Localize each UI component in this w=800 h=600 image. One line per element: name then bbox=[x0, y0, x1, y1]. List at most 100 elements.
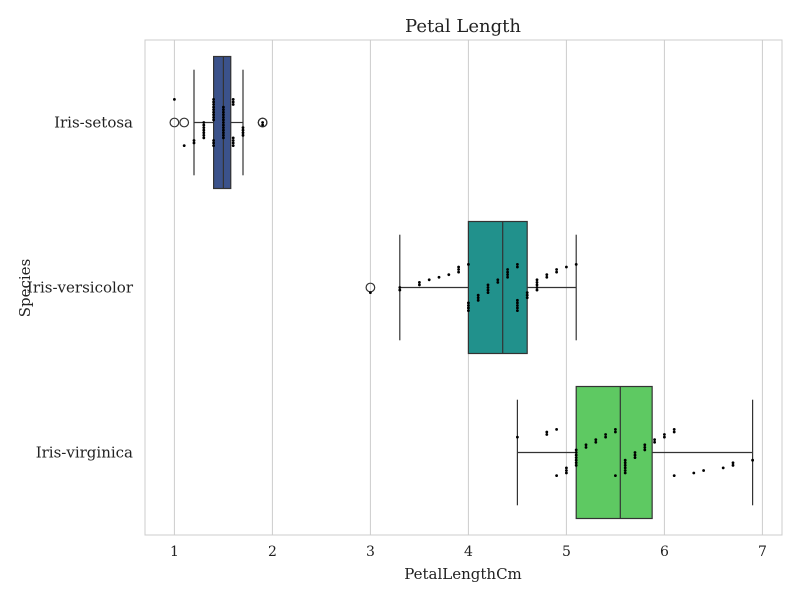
point-iris-versicolor-4 bbox=[418, 280, 421, 284]
y-category-label-iris-versicolor: Iris-versicolor bbox=[27, 279, 134, 297]
point-iris-virginica-31 bbox=[633, 453, 637, 457]
outlier-iris-setosa-1 bbox=[179, 117, 190, 128]
point-iris-setosa-20 bbox=[212, 144, 216, 148]
point-iris-versicolor-33 bbox=[516, 304, 519, 307]
point-iris-virginica-5 bbox=[565, 471, 568, 475]
point-iris-versicolor-18 bbox=[476, 293, 480, 297]
point-iris-virginica-26 bbox=[623, 466, 627, 470]
point-iris-versicolor-2 bbox=[398, 286, 402, 289]
point-iris-setosa-0 bbox=[173, 98, 176, 101]
point-iris-virginica-29 bbox=[623, 458, 627, 462]
point-iris-virginica-37 bbox=[653, 438, 656, 442]
point-iris-versicolor-21 bbox=[486, 286, 490, 289]
point-iris-setosa-9 bbox=[202, 123, 206, 127]
point-iris-versicolor-46 bbox=[555, 270, 558, 274]
point-iris-versicolor-11 bbox=[467, 263, 470, 266]
point-iris-virginica-17 bbox=[594, 440, 598, 444]
point-iris-virginica-18 bbox=[594, 438, 598, 442]
point-iris-virginica-1 bbox=[545, 433, 549, 436]
x-tick-label-7: 7 bbox=[758, 544, 767, 560]
point-iris-setosa-8 bbox=[202, 126, 206, 130]
point-iris-versicolor-30 bbox=[516, 263, 519, 266]
point-iris-setosa-11 bbox=[212, 118, 216, 122]
point-iris-versicolor-12 bbox=[467, 309, 470, 312]
x-tick-label-6: 6 bbox=[660, 544, 669, 560]
point-iris-setosa-17 bbox=[212, 103, 216, 106]
point-iris-setosa-39 bbox=[231, 144, 235, 148]
x-axis-title: PetalLengthCm bbox=[404, 565, 522, 583]
point-iris-setosa-32 bbox=[222, 113, 225, 117]
point-iris-setosa-3 bbox=[192, 139, 196, 142]
x-tick-labels: 1 2 3 4 5 6 7 bbox=[170, 544, 767, 560]
point-iris-setosa-43 bbox=[241, 133, 245, 137]
point-iris-virginica-40 bbox=[672, 430, 676, 434]
point-iris-versicolor-3 bbox=[418, 283, 421, 287]
point-iris-versicolor-25 bbox=[506, 275, 509, 279]
point-iris-virginica-27 bbox=[623, 463, 627, 467]
point-iris-setosa-33 bbox=[222, 110, 225, 114]
point-iris-versicolor-39 bbox=[535, 288, 539, 292]
point-iris-virginica-47 bbox=[731, 461, 735, 465]
box-group-iris-versicolor bbox=[365, 220, 577, 355]
point-iris-versicolor-35 bbox=[516, 298, 519, 302]
point-iris-versicolor-32 bbox=[516, 306, 519, 310]
point-iris-virginica-16 bbox=[584, 443, 588, 447]
point-iris-virginica-36 bbox=[653, 440, 656, 444]
point-iris-setosa-34 bbox=[222, 108, 225, 112]
point-iris-virginica-34 bbox=[643, 445, 647, 449]
point-iris-setosa-42 bbox=[231, 136, 235, 140]
plot-frame bbox=[144, 39, 783, 536]
point-iris-virginica-8 bbox=[574, 463, 578, 467]
point-iris-virginica-2 bbox=[545, 430, 549, 434]
point-iris-versicolor-23 bbox=[496, 280, 500, 284]
point-iris-versicolor-26 bbox=[506, 273, 509, 277]
box-group-iris-virginica bbox=[516, 385, 754, 520]
box-iris-versicolor bbox=[467, 220, 528, 355]
point-iris-versicolor-45 bbox=[545, 273, 549, 277]
point-iris-setosa-13 bbox=[212, 113, 216, 117]
point-iris-virginica-3 bbox=[555, 428, 558, 431]
point-iris-setosa-41 bbox=[231, 139, 235, 142]
outlier-iris-setosa-3 bbox=[257, 117, 268, 128]
point-iris-versicolor-24 bbox=[496, 278, 500, 282]
point-iris-versicolor-7 bbox=[447, 273, 451, 277]
point-iris-versicolor-27 bbox=[506, 270, 509, 274]
point-iris-versicolor-41 bbox=[535, 283, 539, 287]
point-iris-setosa-23 bbox=[222, 136, 225, 140]
box-group-iris-setosa bbox=[169, 55, 268, 190]
outlier-iris-setosa-0 bbox=[169, 117, 180, 128]
point-iris-virginica-48 bbox=[751, 458, 754, 462]
point-iris-setosa-6 bbox=[202, 131, 206, 135]
point-iris-setosa-44 bbox=[241, 131, 245, 135]
point-iris-virginica-0 bbox=[516, 435, 519, 439]
point-iris-setosa-35 bbox=[222, 105, 225, 109]
point-iris-virginica-28 bbox=[623, 461, 627, 465]
point-iris-setosa-40 bbox=[231, 141, 235, 145]
point-iris-virginica-42 bbox=[672, 474, 676, 477]
point-iris-virginica-41 bbox=[672, 428, 676, 431]
point-iris-virginica-30 bbox=[633, 456, 637, 460]
point-iris-versicolor-37 bbox=[525, 293, 529, 297]
point-iris-setosa-28 bbox=[222, 123, 225, 127]
point-iris-versicolor-43 bbox=[535, 278, 539, 282]
x-tick-label-2: 2 bbox=[268, 544, 277, 560]
point-iris-virginica-22 bbox=[614, 428, 617, 431]
point-iris-virginica-23 bbox=[614, 474, 617, 477]
x-tick-label-4: 4 bbox=[464, 544, 473, 560]
point-iris-versicolor-31 bbox=[516, 309, 519, 312]
point-iris-versicolor-17 bbox=[476, 296, 480, 300]
chart-title: Petal Length bbox=[405, 16, 521, 37]
point-iris-versicolor-8 bbox=[457, 270, 460, 274]
point-iris-virginica-38 bbox=[663, 435, 666, 439]
point-iris-versicolor-36 bbox=[525, 296, 529, 300]
point-iris-virginica-24 bbox=[623, 471, 627, 475]
x-tick-label-1: 1 bbox=[170, 544, 179, 560]
point-iris-versicolor-13 bbox=[467, 306, 470, 310]
y-category-label-iris-setosa: Iris-setosa bbox=[54, 114, 133, 132]
point-iris-virginica-21 bbox=[614, 430, 617, 434]
point-iris-versicolor-15 bbox=[467, 301, 470, 305]
point-iris-virginica-44 bbox=[702, 469, 705, 472]
point-iris-versicolor-16 bbox=[476, 298, 480, 302]
point-iris-setosa-29 bbox=[222, 121, 225, 124]
point-iris-virginica-11 bbox=[574, 456, 578, 460]
